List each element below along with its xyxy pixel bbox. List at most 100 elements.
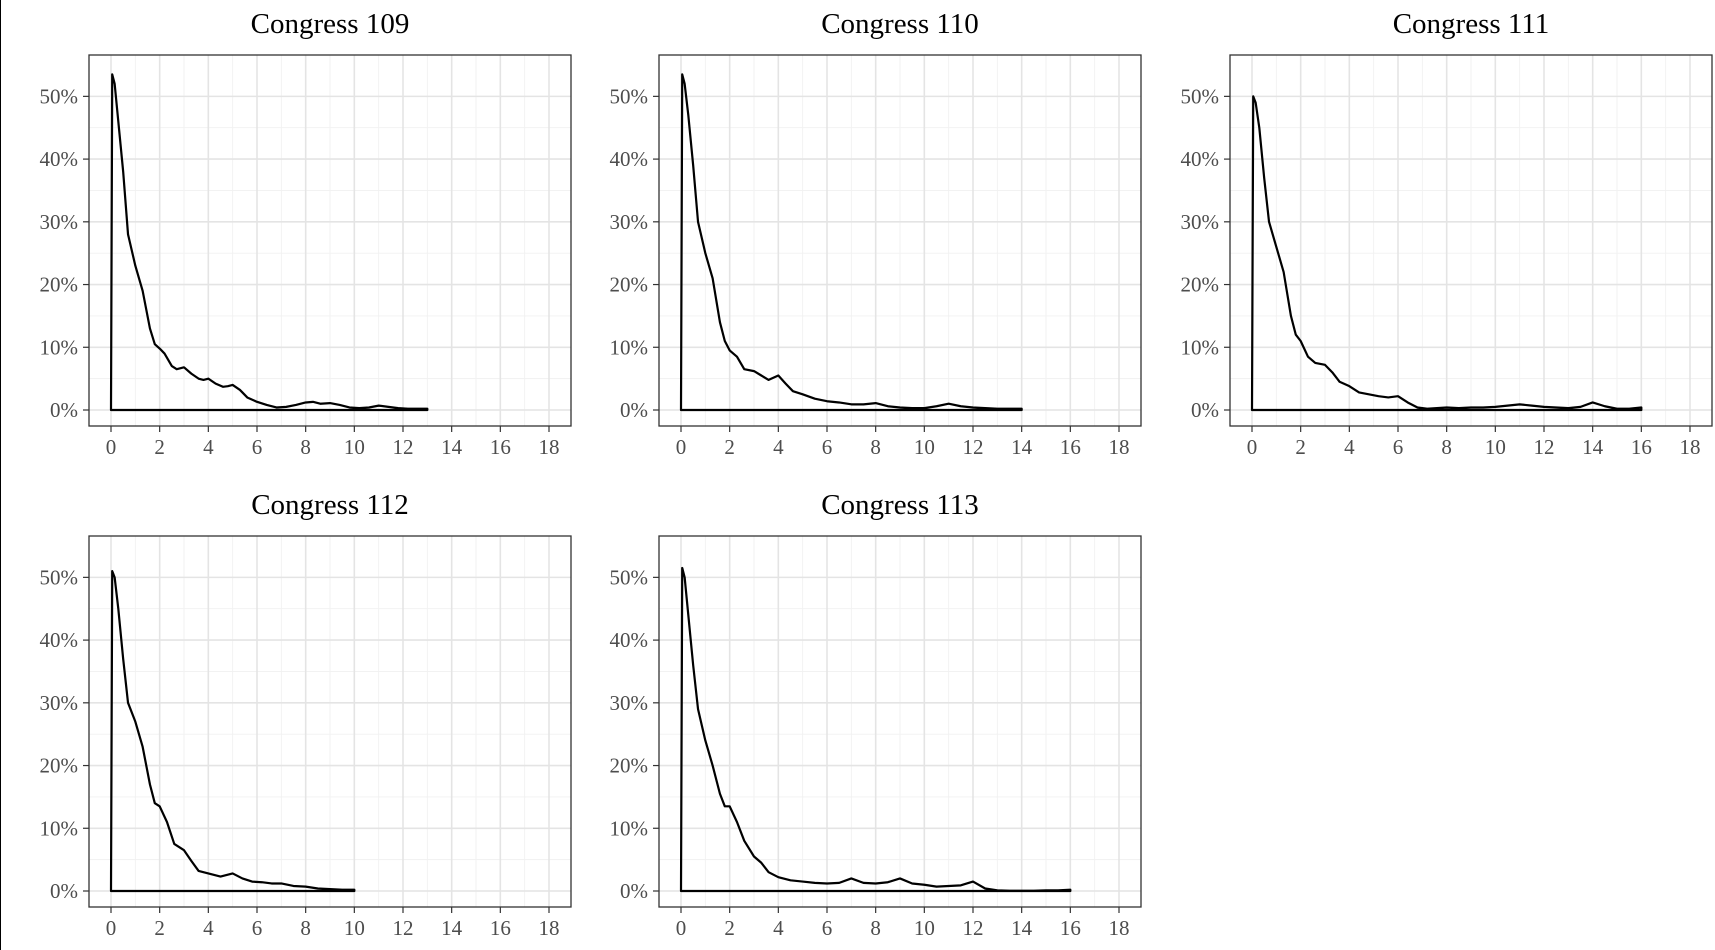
y-tick-label: 50% [610, 84, 649, 108]
density-line [679, 73, 1023, 412]
x-tick-label: 6 [252, 916, 263, 940]
panel-border [88, 54, 572, 427]
x-tick-label: 8 [300, 916, 311, 940]
x-tick-label: 4 [1344, 435, 1355, 459]
y-tick-label: 40% [40, 147, 79, 171]
y-tick-label: 20% [610, 273, 649, 297]
panel-title: Congress 113 [821, 489, 979, 521]
y-tick-label: 30% [610, 691, 649, 715]
y-tick-label: 50% [40, 84, 79, 108]
x-tick-label: 12 [963, 916, 984, 940]
x-tick-label: 18 [1109, 435, 1130, 459]
panel-title: Congress 111 [1393, 8, 1550, 40]
x-tick-label: 2 [1295, 435, 1306, 459]
y-tick-label: 0% [50, 398, 78, 422]
y-tick-label: 0% [620, 879, 648, 903]
x-tick-label: 12 [393, 916, 414, 940]
density-line [109, 569, 356, 893]
y-tick-label: 10% [40, 816, 79, 840]
panel-border [1229, 54, 1713, 427]
x-tick-label: 4 [773, 916, 784, 940]
y-tick-label: 0% [1191, 398, 1219, 422]
x-tick-label: 6 [822, 916, 833, 940]
x-tick-label: 8 [300, 435, 311, 459]
y-tick-label: 30% [1181, 210, 1220, 234]
x-tick-label: 10 [344, 916, 365, 940]
x-tick-label: 4 [773, 435, 784, 459]
x-tick-label: 18 [1109, 916, 1130, 940]
x-tick-label: 6 [252, 435, 263, 459]
y-tick-label: 40% [610, 147, 649, 171]
panel-3: 0% 10% 20% 30% 40% 50% 0 2 4 6 8 10 12 14 16 18 Congress… [1181, 8, 1713, 459]
x-tick-label: 14 [1011, 435, 1033, 459]
x-tick-label: 14 [1582, 435, 1604, 459]
x-tick-label: 16 [490, 435, 511, 459]
x-tick-label: 10 [1485, 435, 1506, 459]
y-tick-label: 10% [610, 816, 649, 840]
x-tick-label: 10 [914, 435, 935, 459]
x-tick-label: 6 [1393, 435, 1404, 459]
x-tick-label: 4 [203, 435, 214, 459]
panel-4: 0% 10% 20% 30% 40% 50% 0 2 4 6 8 10 12 14 16 18 Congress… [40, 489, 572, 940]
x-tick-label: 4 [203, 916, 214, 940]
x-tick-label: 18 [1680, 435, 1701, 459]
y-tick-label: 0% [620, 398, 648, 422]
panel-2: 0% 10% 20% 30% 40% 50% 0 2 4 6 8 10 12 14 16 18 Congress… [610, 8, 1142, 459]
x-tick-label: 16 [1060, 435, 1081, 459]
y-tick-label: 10% [1181, 335, 1220, 359]
panel-title: Congress 112 [251, 489, 409, 521]
x-tick-label: 10 [914, 916, 935, 940]
y-tick-label: 40% [1181, 147, 1220, 171]
x-tick-label: 12 [1534, 435, 1555, 459]
x-tick-label: 0 [106, 435, 117, 459]
density-line [679, 566, 1072, 893]
x-tick-label: 16 [490, 916, 511, 940]
panel-1: 0% 10% 20% 30% 40% 50% 0 2 4 6 8 10 12 14 16 18 Congress… [40, 8, 572, 459]
x-tick-label: 16 [1060, 916, 1081, 940]
x-tick-label: 14 [441, 435, 463, 459]
density-line [1250, 95, 1643, 412]
y-tick-label: 30% [40, 210, 79, 234]
y-tick-label: 20% [40, 754, 79, 778]
y-tick-label: 40% [610, 628, 649, 652]
y-tick-label: 30% [40, 691, 79, 715]
x-tick-label: 2 [724, 916, 735, 940]
y-tick-label: 20% [610, 754, 649, 778]
y-tick-label: 10% [610, 335, 649, 359]
x-tick-label: 18 [539, 916, 560, 940]
x-tick-label: 8 [870, 916, 881, 940]
x-tick-label: 0 [106, 916, 117, 940]
y-tick-label: 20% [40, 273, 79, 297]
panel-border [658, 54, 1142, 427]
x-tick-label: 0 [676, 435, 687, 459]
panel-title: Congress 110 [821, 8, 979, 40]
panel-5: 0% 10% 20% 30% 40% 50% 0 2 4 6 8 10 12 14 16 18 Congress… [610, 489, 1142, 940]
y-tick-label: 30% [610, 210, 649, 234]
x-tick-label: 14 [1011, 916, 1033, 940]
x-tick-label: 8 [1441, 435, 1452, 459]
x-tick-label: 8 [870, 435, 881, 459]
y-tick-label: 40% [40, 628, 79, 652]
panel-border [658, 535, 1142, 908]
x-tick-label: 2 [154, 916, 165, 940]
x-tick-label: 10 [344, 435, 365, 459]
density-line [109, 73, 429, 412]
y-tick-label: 10% [40, 335, 79, 359]
y-tick-label: 50% [610, 565, 649, 589]
y-tick-label: 20% [1181, 273, 1220, 297]
panel-border [88, 535, 572, 908]
y-tick-label: 0% [50, 879, 78, 903]
y-tick-label: 50% [1181, 84, 1220, 108]
x-tick-label: 18 [539, 435, 560, 459]
y-tick-label: 50% [40, 565, 79, 589]
panel-title: Congress 109 [251, 8, 410, 40]
x-tick-label: 12 [393, 435, 414, 459]
x-tick-label: 16 [1631, 435, 1652, 459]
x-tick-label: 2 [154, 435, 165, 459]
x-tick-label: 12 [963, 435, 984, 459]
x-tick-label: 0 [676, 916, 687, 940]
x-tick-label: 0 [1247, 435, 1258, 459]
x-tick-label: 2 [724, 435, 735, 459]
